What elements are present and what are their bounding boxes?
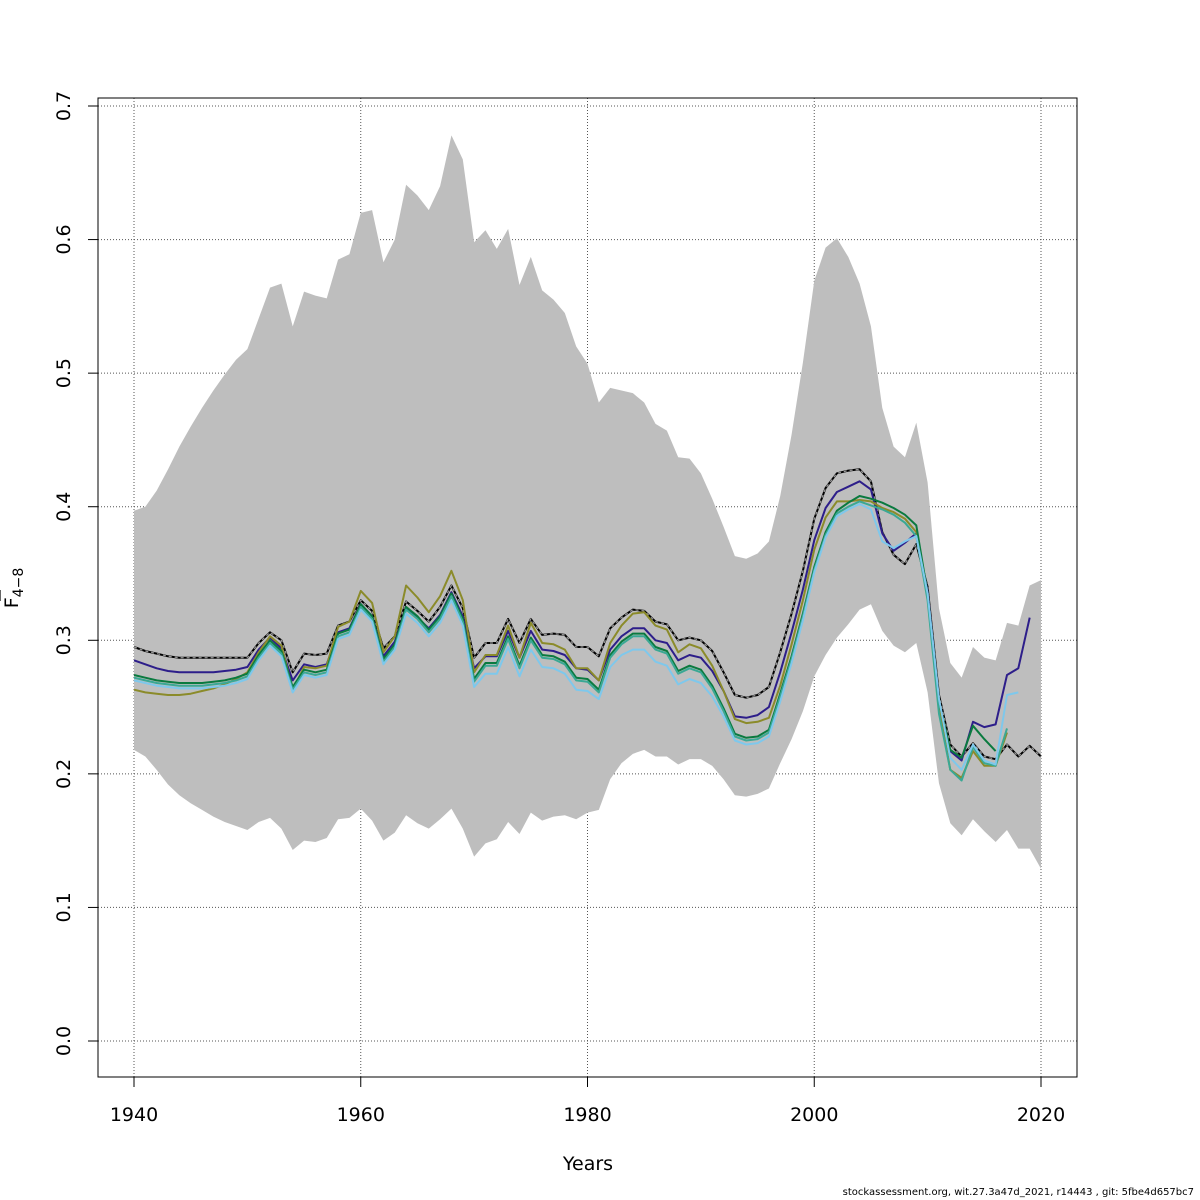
series-lines bbox=[133, 468, 1042, 782]
y-tick-label: 0.0 bbox=[53, 1026, 75, 1056]
series-line-1 bbox=[133, 468, 1042, 760]
series-line-3 bbox=[133, 499, 1008, 779]
x-axis: 1940 1960 1980 2000 2020 bbox=[110, 1076, 1065, 1126]
y-tick-label: 0.6 bbox=[53, 224, 75, 254]
x-tick-label: 1940 bbox=[110, 1104, 158, 1126]
x-axis-label: Years bbox=[562, 1153, 613, 1175]
svg-text:F4−8: F4−8 bbox=[1, 568, 27, 608]
y-tick-label: 0.5 bbox=[53, 358, 75, 388]
x-tick-label: 1960 bbox=[337, 1104, 385, 1126]
series-line-4 bbox=[133, 495, 997, 759]
series-line-5 bbox=[133, 500, 1008, 782]
y-tick-label: 0.7 bbox=[53, 91, 75, 121]
x-tick-label: 2020 bbox=[1017, 1104, 1065, 1126]
y-axis-label-subscript: 4−8 bbox=[11, 568, 27, 598]
y-axis-label-group: F4−8 bbox=[0, 568, 27, 608]
confidence-band bbox=[134, 135, 1041, 869]
confidence-band-area bbox=[134, 135, 1041, 869]
x-tick-label: 1980 bbox=[563, 1104, 611, 1126]
x-tick-label: 2000 bbox=[790, 1104, 838, 1126]
y-tick-label: 0.2 bbox=[53, 759, 75, 789]
y-axis-label: F bbox=[1, 597, 23, 608]
y-axis: 0.0 0.1 0.2 0.3 0.4 0.5 0.6 0.7 bbox=[53, 91, 98, 1056]
y-tick-label: 0.1 bbox=[53, 892, 75, 922]
series-line-6 bbox=[133, 503, 1019, 771]
y-tick-label: 0.3 bbox=[53, 625, 75, 655]
y-tick-label: 0.4 bbox=[53, 492, 75, 522]
footer-credit: stockassessment.org, wit.27.3a47d_2021, … bbox=[842, 1187, 1194, 1198]
